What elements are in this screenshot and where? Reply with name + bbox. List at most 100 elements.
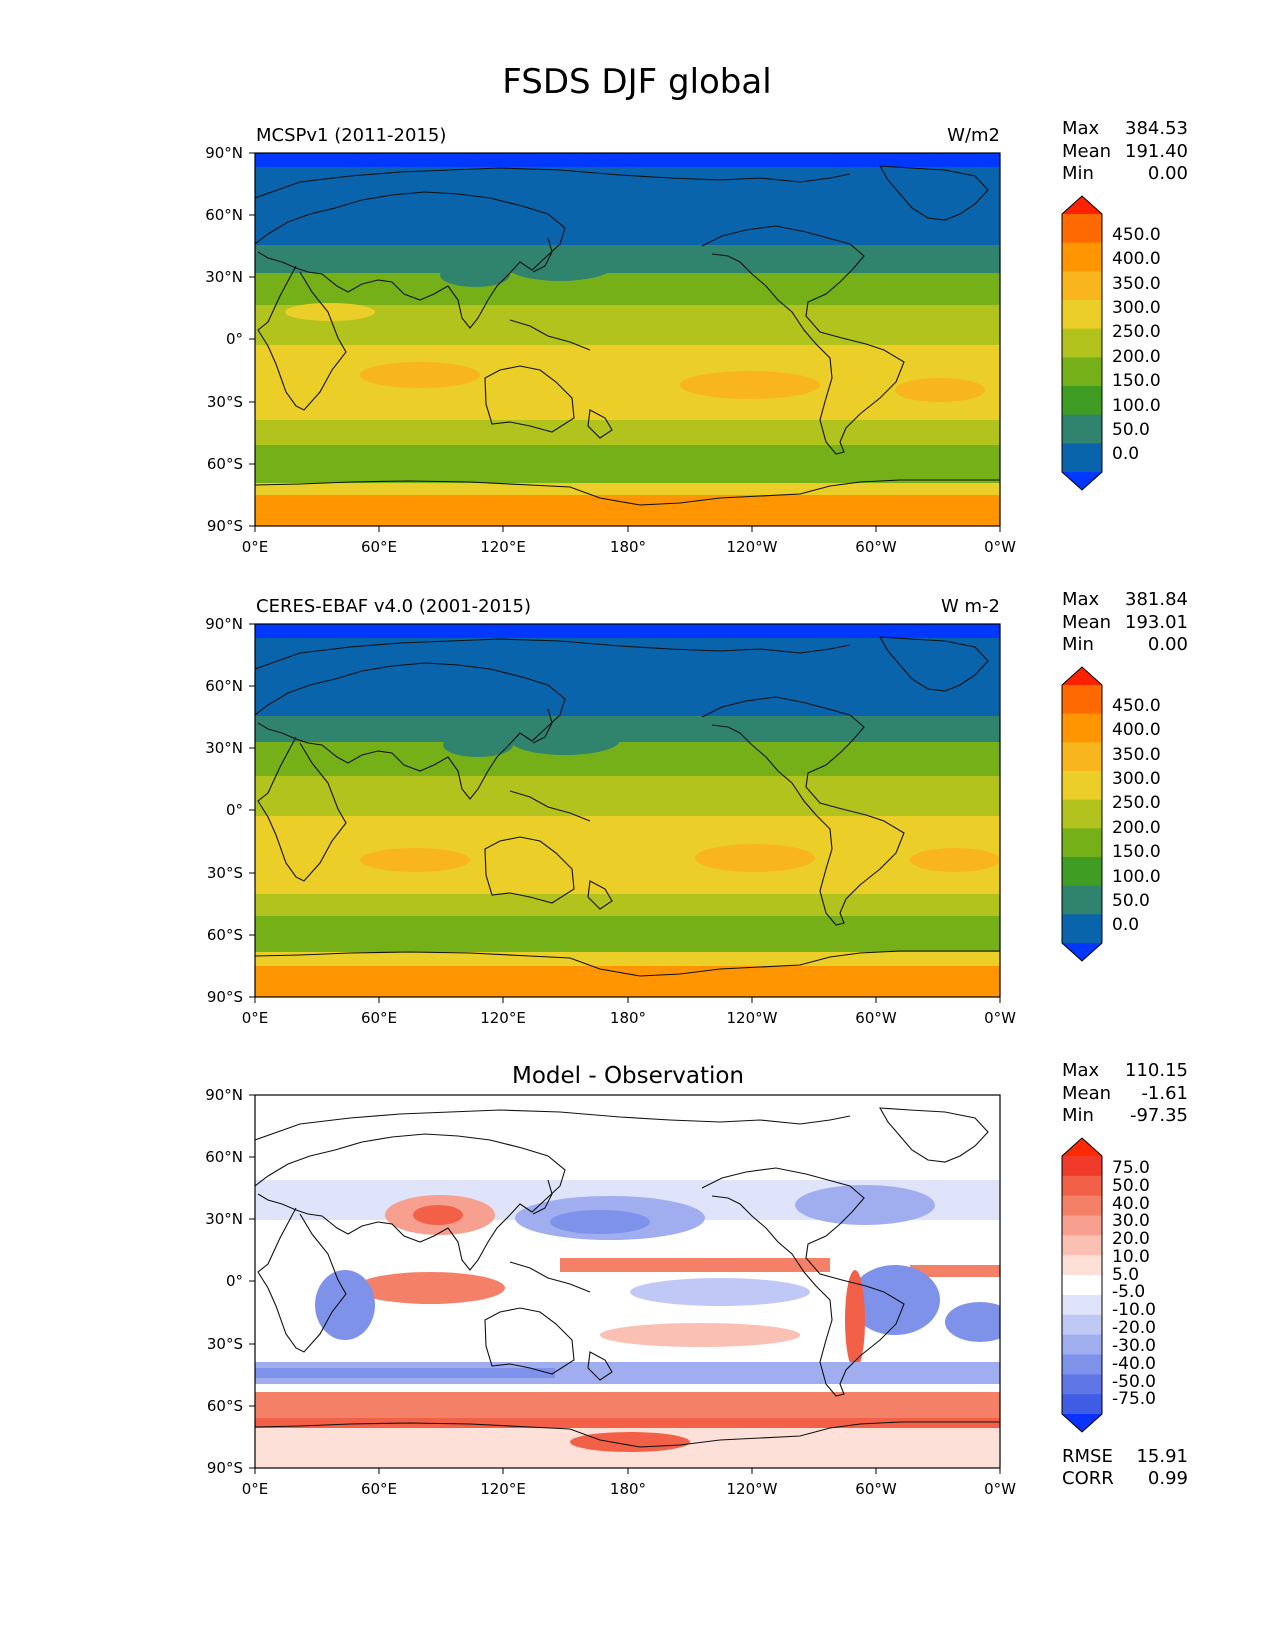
stat-label: Mean xyxy=(1062,1083,1111,1104)
colorbar-label: -20.0 xyxy=(1112,1318,1156,1338)
colorbar-label: 40.0 xyxy=(1112,1194,1150,1214)
lat-tick: 90°N xyxy=(205,615,243,633)
stat-value: 384.53 xyxy=(1125,118,1188,139)
colorbar-label: 150.0 xyxy=(1112,842,1161,862)
lat-tick: 90°S xyxy=(207,988,243,1006)
lat-tick: 60°N xyxy=(205,206,243,224)
colorbar-label: -5.0 xyxy=(1112,1282,1145,1302)
colorbar-extend-max xyxy=(1062,1138,1102,1156)
colorbar-label: 20.0 xyxy=(1112,1229,1150,1249)
colorbar-segment xyxy=(1062,300,1102,330)
band-southern-ocean-core xyxy=(255,1418,1000,1428)
lat-tick: 60°N xyxy=(205,677,243,695)
band-subtropic-north xyxy=(255,776,1000,816)
colorbar: 450.0 400.0 350.0 300.0 250.0 200.0 150.… xyxy=(1061,195,1161,491)
colorbar-segments xyxy=(1061,195,1103,491)
lat-tick: 30°N xyxy=(205,268,243,286)
colorbar-tick-labels: 450.0 400.0 350.0 300.0 250.0 200.0 150.… xyxy=(1112,225,1161,464)
lon-tick: 60°W xyxy=(855,538,897,556)
diff-east-atlantic-neg xyxy=(945,1302,1000,1342)
colorbar-label: 100.0 xyxy=(1112,867,1161,887)
diff-ross-sea-pos xyxy=(570,1432,690,1452)
colorbar-label: 400.0 xyxy=(1112,720,1161,740)
lon-tick: 120°E xyxy=(480,538,526,556)
stats-block: Max 110.15 Mean -1.61 Min -97.35 xyxy=(1062,1060,1188,1126)
lat-tick: 90°S xyxy=(207,1459,243,1477)
lon-tick: 120°W xyxy=(727,538,778,556)
band-arctic xyxy=(255,638,1000,716)
colorbar-segment xyxy=(1062,914,1102,944)
colorbar-label: 100.0 xyxy=(1112,396,1161,416)
colorbar-segment xyxy=(1062,1195,1102,1217)
colorbar-segment xyxy=(1062,386,1102,416)
stat-label: Mean xyxy=(1062,141,1111,162)
coastlines xyxy=(255,636,1000,977)
colorbar-segment xyxy=(1062,685,1102,715)
band-sh-neg xyxy=(255,1362,1000,1384)
lat-tick: 30°S xyxy=(207,393,243,411)
lat-tick: 60°S xyxy=(207,926,243,944)
panel-center-label: Model - Observation xyxy=(512,1063,744,1089)
band-high-north xyxy=(255,716,1000,742)
figure-title: FSDS DJF global xyxy=(502,62,771,102)
colorbar-segment xyxy=(1062,242,1102,272)
lon-tick: 120°E xyxy=(480,1480,526,1498)
high-atlantic xyxy=(895,378,985,402)
high-sw-indian xyxy=(360,362,480,388)
stat-value: 381.84 xyxy=(1125,589,1188,610)
colorbar-label: 10.0 xyxy=(1112,1247,1150,1267)
stat-value: -97.35 xyxy=(1130,1105,1188,1126)
band-antarctic xyxy=(255,966,1000,997)
lat-tick: 30°S xyxy=(207,864,243,882)
colorbar-segment xyxy=(1062,1394,1102,1415)
lon-tick: 0°E xyxy=(242,538,269,556)
colorbar-label: 250.0 xyxy=(1112,793,1161,813)
stat-label: Max xyxy=(1062,1060,1100,1081)
band-storm-track xyxy=(255,916,1000,952)
lat-tick: 90°N xyxy=(205,1086,243,1104)
colorbar-segment xyxy=(1062,1215,1102,1236)
colorbar-segment xyxy=(1062,857,1102,887)
stat-value: 0.00 xyxy=(1148,634,1188,655)
colorbar-label: -50.0 xyxy=(1112,1372,1156,1392)
diff-tropical-pacific-neg xyxy=(630,1278,810,1306)
colorbar-segment xyxy=(1062,828,1102,858)
band-arctic xyxy=(255,167,1000,245)
band-antarctic xyxy=(255,495,1000,526)
lat-tick: 60°S xyxy=(207,455,243,473)
lon-tick: 60°E xyxy=(361,1480,397,1498)
panel-model: 90°N 60°N 30°N 0° 30°S 60°S 90°S 0°E 60°… xyxy=(205,118,1188,556)
colorbar-extend-min xyxy=(1062,1414,1102,1432)
lon-tick: 60°W xyxy=(855,1009,897,1027)
colorbar-segment xyxy=(1062,328,1102,358)
band-southern-ocean-pos xyxy=(255,1392,1000,1422)
colorbar-segment xyxy=(1062,214,1102,244)
lat-tick: 90°N xyxy=(205,144,243,162)
lon-tick: 0°E xyxy=(242,1480,269,1498)
colorbar-extend-max xyxy=(1062,196,1102,214)
diff-indian-pos xyxy=(355,1272,505,1304)
panel-units: W/m2 xyxy=(947,125,1000,146)
lon-axis: 0°E 60°E 120°E 180° 120°W 60°W 0°W xyxy=(242,1468,1016,1498)
colorbar-label: 0.0 xyxy=(1112,444,1139,464)
error-stats-block: RMSE 15.91 CORR 0.99 xyxy=(1062,1446,1188,1489)
band-subtropic-south xyxy=(255,420,1000,445)
map-field xyxy=(255,153,1000,526)
colorbar-tick-labels: 75.0 50.0 40.0 30.0 20.0 10.0 5.0 -5.0 -… xyxy=(1112,1158,1156,1409)
band-ice-north xyxy=(255,624,1000,638)
colorbar-label: -30.0 xyxy=(1112,1336,1156,1356)
lon-tick: 120°W xyxy=(727,1009,778,1027)
colorbar-segment xyxy=(1062,443,1102,473)
lat-tick: 0° xyxy=(226,330,243,348)
asia-plateau xyxy=(443,733,513,757)
band-ocean-south xyxy=(255,952,1000,966)
diff-africa-neg xyxy=(315,1270,375,1340)
colorbar-label: 5.0 xyxy=(1112,1265,1139,1285)
colorbar-segment xyxy=(1062,771,1102,801)
panel-units: W m-2 xyxy=(941,596,1000,617)
lon-tick: 0°W xyxy=(984,538,1016,556)
colorbar-segment xyxy=(1062,271,1102,301)
lon-tick: 180° xyxy=(610,1009,646,1027)
map-field xyxy=(255,624,1000,997)
diff-nw-pacific-core xyxy=(550,1210,650,1234)
